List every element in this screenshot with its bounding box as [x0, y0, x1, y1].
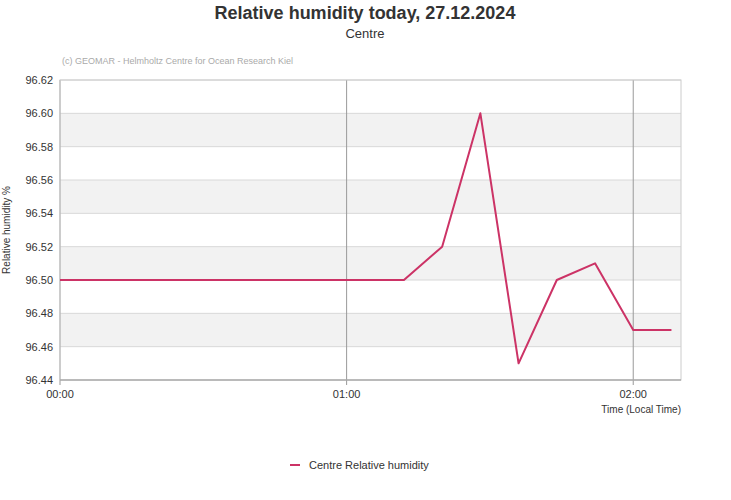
y-grid-line [60, 213, 681, 214]
y-grid-line [60, 313, 681, 314]
chart: Relative humidity today, 27.12.2024 Centr… [0, 0, 731, 500]
legend-swatch [290, 464, 300, 466]
grid-band [60, 113, 681, 146]
y-tick-label: 96.62 [25, 74, 53, 86]
y-tick-label: 96.48 [25, 307, 53, 319]
x-tick [60, 380, 61, 385]
x-grid-line [346, 80, 347, 380]
y-tick-label: 96.50 [25, 274, 53, 286]
title: Relative humidity today, 27.12.2024 [215, 3, 516, 23]
x-tick-label: 01:00 [333, 388, 361, 400]
y-tick-label: 96.54 [25, 207, 53, 219]
y-tick-label: 96.52 [25, 241, 53, 253]
x-axis [60, 380, 681, 381]
y-axis-label: Relative humidity % [1, 186, 12, 274]
y-grid-line [60, 113, 681, 114]
x-axis-label: Time (Local Time) [601, 404, 681, 415]
subtitle: Centre [345, 26, 384, 41]
x-tick-label: 02:00 [619, 388, 647, 400]
data-line [60, 113, 671, 363]
plot-frame [60, 80, 681, 380]
plot-area [60, 113, 671, 363]
x-tick [633, 380, 634, 385]
y-grid-line [60, 346, 681, 347]
y-grid-line [60, 246, 681, 247]
credit: (c) GEOMAR - Helmholtz Centre for Ocean … [62, 56, 293, 66]
y-grid-line [60, 180, 681, 181]
y-tick-label: 96.46 [25, 341, 53, 353]
y-tick-label: 96.58 [25, 141, 53, 153]
y-tick-label: 96.60 [25, 107, 53, 119]
x-tick-label: 00:00 [46, 388, 74, 400]
grid-band [60, 247, 681, 280]
y-tick-label: 96.44 [25, 374, 53, 386]
y-grid-line [60, 380, 681, 381]
grid-band [60, 313, 681, 346]
y-tick-label: 96.56 [25, 174, 53, 186]
x-grid-line [633, 80, 634, 380]
x-tick [346, 380, 347, 385]
grid-band [60, 180, 681, 213]
y-grid-line [60, 146, 681, 147]
legend-label: Centre Relative humidity [309, 459, 429, 471]
